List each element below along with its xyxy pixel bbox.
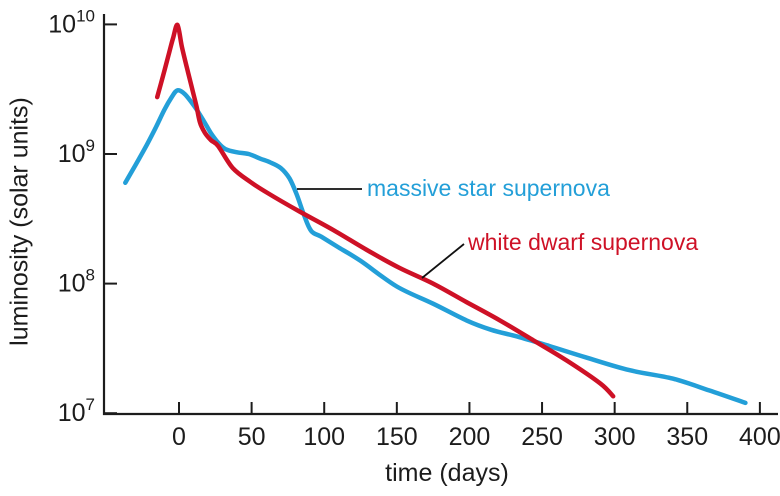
x-tick-label: 400 [739, 423, 780, 451]
y-tick-label: 107 [58, 395, 95, 427]
x-tick-label: 200 [449, 423, 491, 451]
x-tick-label: 300 [594, 423, 636, 451]
x-tick-label: 350 [666, 423, 708, 451]
massive-star-label: massive star supernova [367, 175, 610, 201]
white-dwarf-supernova-curve [154, 22, 616, 399]
y-tick-label: 1010 [48, 6, 95, 38]
x-axis-title: time (days) [385, 459, 509, 487]
x-tick-label: 250 [521, 423, 563, 451]
x-tick-label: 100 [303, 423, 345, 451]
x-tick-label: 0 [172, 423, 186, 451]
y-tick-label: 108 [58, 266, 95, 298]
y-axis-title: luminosity (solar units) [5, 97, 34, 346]
white-dwarf-label: white dwarf supernova [467, 229, 698, 255]
y-tick-label: 109 [58, 136, 95, 168]
massive-star-supernova-curve [123, 87, 748, 406]
x-tick-label: 150 [376, 423, 418, 451]
x-tick-label: 50 [238, 423, 266, 451]
white-dwarf-leader-line [421, 243, 465, 279]
axis-spines [102, 14, 778, 416]
